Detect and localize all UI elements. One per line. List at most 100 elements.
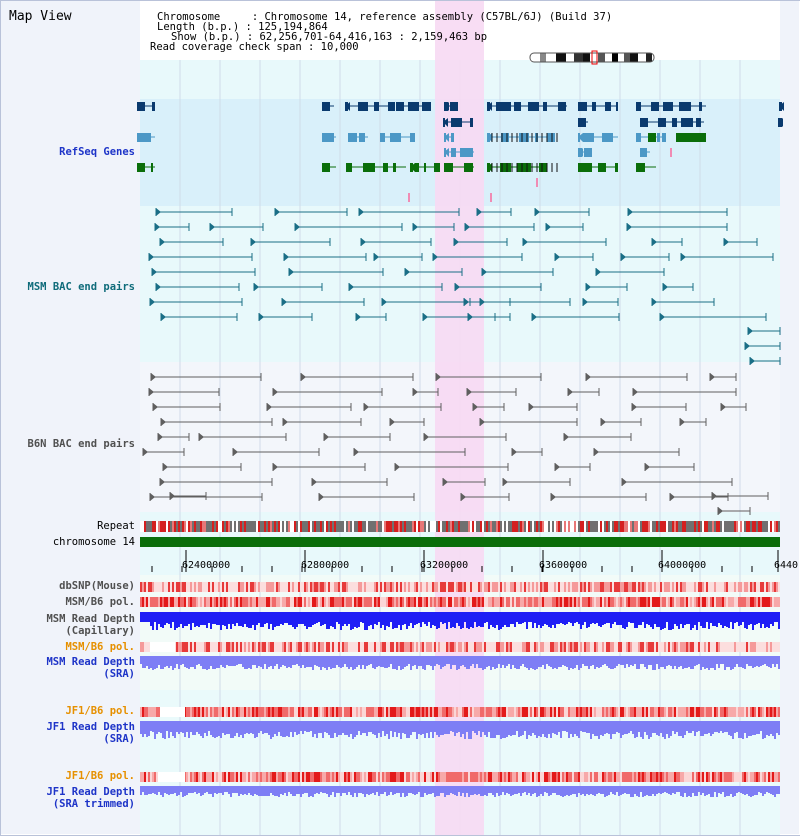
gene-arrow [636, 102, 641, 111]
msm-b6-pol-density [622, 597, 624, 607]
repeat-block [740, 521, 742, 532]
repeat-block [250, 521, 252, 532]
msm-depth-capillary-bar [524, 612, 526, 622]
jf1-depth-trimmed-bar [192, 786, 194, 793]
msm-depth-capillary-bar [770, 612, 772, 624]
gene-arrow [345, 102, 350, 111]
msm-depth-capillary-bar [642, 612, 644, 622]
jf1-depth-trimmed-bar [776, 786, 778, 794]
jf1-b6-pol-density-2 [152, 772, 154, 782]
msm-depth-capillary-bar [244, 612, 246, 624]
msm-depth-capillary-bar [644, 612, 646, 628]
track-label-msm-bac[interactable]: MSM BAC end pairs [27, 281, 135, 293]
msm-b6-pol-density-2 [742, 642, 744, 652]
msm-b6-pol-density-2 [496, 642, 498, 652]
msm-depth-sra-bar [540, 656, 542, 667]
msm-b6-pol-density [676, 597, 678, 607]
jf1-b6-pol-density-2 [636, 772, 638, 782]
dbsnp-density [350, 582, 352, 592]
jf1-depth-sra-bar [182, 721, 184, 733]
msm-depth-sra-bar [744, 656, 746, 669]
b6n-bac-pair-arrow [267, 403, 272, 411]
msm-depth-capillary-bar [168, 612, 170, 624]
msm-depth-sra-bar [504, 656, 506, 668]
msm-b6-pol-density-2 [764, 642, 766, 652]
msm-b6-pol-density-2 [376, 642, 378, 652]
track-label-dbsnp[interactable]: dbSNP(Mouse) [59, 580, 135, 592]
dbsnp-density [706, 582, 708, 592]
jf1-b6-pol-density [590, 707, 592, 717]
jf1-depth-trimmed-bar [778, 786, 780, 794]
repeat-block [142, 521, 144, 532]
track-label-msm-depth-capillary[interactable]: MSM Read Depth [46, 613, 135, 625]
msm-bac-pair-arrow [361, 238, 366, 246]
track-label-refseq[interactable]: RefSeq Genes [59, 146, 135, 158]
jf1-depth-trimmed-bar [480, 786, 482, 796]
msm-b6-pol-density [144, 597, 146, 607]
msm-depth-capillary-bar [664, 612, 666, 628]
jf1-b6-pol-density [688, 707, 690, 717]
repeat-block [418, 521, 420, 532]
track-label-msm-b6-pol-2[interactable]: MSM/B6 pol. [65, 641, 135, 653]
msm-bac-pair-arrow [149, 253, 154, 261]
msm-depth-capillary-bar [226, 612, 228, 629]
msm-b6-pol-density [258, 597, 260, 607]
gene-exon [152, 102, 155, 111]
msm-bac-pair-arrow [150, 298, 155, 306]
dbsnp-density [142, 582, 144, 592]
repeat-block [320, 521, 322, 532]
gene-arrow [410, 163, 415, 172]
msm-bac-pair-arrow [523, 238, 528, 246]
msm-depth-sra-bar [560, 656, 562, 667]
jf1-depth-sra-bar [546, 721, 548, 738]
msm-bac-pair-arrow [413, 223, 418, 231]
msm-b6-pol-density-2 [548, 642, 550, 652]
msm-b6-pol-density [620, 597, 622, 607]
dbsnp-density [172, 582, 174, 592]
dbsnp-density [562, 582, 564, 592]
jf1-b6-pol-density-2 [640, 772, 642, 782]
dbsnp-density [238, 582, 240, 592]
jf1-b6-pol-density-2 [330, 772, 332, 782]
dbsnp-density [300, 582, 302, 592]
msm-b6-pol-density-2 [270, 642, 272, 652]
msm-b6-pol-density-2 [222, 642, 224, 652]
jf1-b6-pol-density [764, 707, 766, 717]
jf1-depth-trimmed-bar [226, 786, 228, 792]
msm-b6-pol-density [684, 597, 686, 607]
track-label-msm-b6-pol[interactable]: MSM/B6 pol. [65, 596, 135, 608]
jf1-b6-pol-density [634, 707, 636, 717]
msm-depth-capillary-bar [714, 612, 716, 626]
jf1-depth-trimmed-bar [636, 786, 638, 796]
jf1-b6-pol-density-2 [214, 772, 216, 782]
track-label-jf1-depth[interactable]: JF1 Read Depth [46, 721, 135, 733]
dbsnp-density [342, 582, 344, 592]
jf1-depth-sra-bar [646, 721, 648, 735]
msm-depth-sra-bar [574, 656, 576, 668]
dbsnp-density [226, 582, 228, 592]
msm-depth-sra-bar [532, 656, 534, 669]
jf1-depth-sra-bar [472, 721, 474, 731]
msm-b6-pol-density [220, 597, 222, 607]
dbsnp-density [648, 582, 650, 592]
jf1-depth-trimmed-bar [714, 786, 716, 792]
track-label-jf1-b6-pol[interactable]: JF1/B6 pol. [65, 705, 135, 717]
jf1-b6-pol-density-2 [188, 772, 190, 782]
track-label-msm-depth-sra[interactable]: MSM Read Depth [46, 656, 135, 668]
msm-depth-sra-bar [200, 656, 202, 666]
dbsnp-density [422, 582, 424, 592]
track-label-jf1-depth-trimmed[interactable]: JF1 Read Depth [46, 786, 135, 798]
track-label-b6n-bac[interactable]: B6N BAC end pairs [27, 438, 135, 450]
msm-depth-capillary-bar [662, 612, 664, 629]
dbsnp-density [632, 582, 634, 592]
msm-b6-pol-density-2 [724, 642, 726, 652]
track-label-jf1-b6-pol-2[interactable]: JF1/B6 pol. [65, 770, 135, 782]
jf1-depth-trimmed-bar [510, 786, 512, 796]
msm-b6-pol-density-2 [370, 642, 372, 652]
b6n-bac-pair-arrow [143, 448, 148, 456]
repeat-block [202, 521, 204, 532]
msm-depth-sra-bar [600, 656, 602, 667]
jf1-b6-pol-density [158, 707, 160, 717]
msm-depth-sra-bar [326, 656, 328, 670]
